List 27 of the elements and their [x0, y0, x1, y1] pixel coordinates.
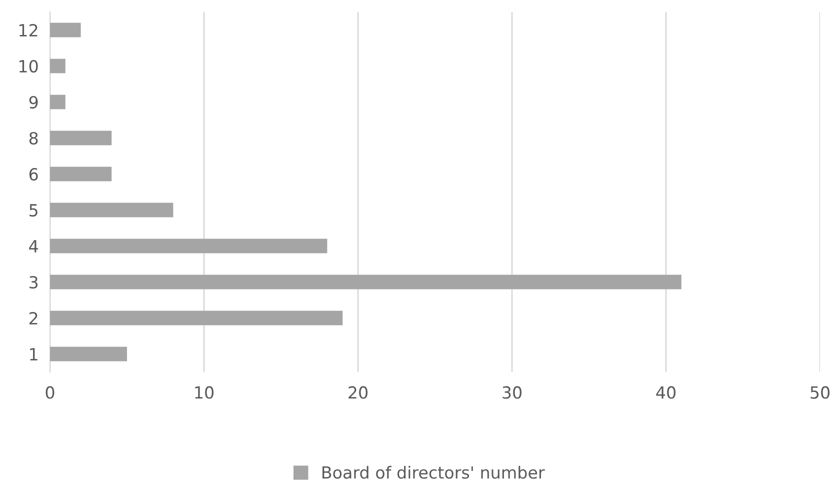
bar [50, 58, 66, 74]
legend-label: Board of directors' number [322, 466, 545, 479]
y-tick-label: 5 [30, 204, 38, 217]
bar [50, 166, 112, 182]
x-tick-label: 20 [348, 386, 368, 399]
x-tick-label: 50 [810, 386, 830, 399]
y-tick-label: 4 [29, 240, 38, 252]
bar [50, 22, 81, 38]
y-tick-label: 12 [20, 24, 38, 36]
y-tick-label: 8 [29, 132, 38, 145]
x-tick-label: 10 [195, 386, 214, 399]
bar [50, 94, 66, 110]
x-tick-label: 40 [656, 386, 676, 399]
bar [50, 238, 328, 254]
y-tick-label: 6 [29, 168, 38, 181]
y-tick-label: 1 [30, 348, 38, 360]
y-tick-label: 2 [30, 312, 38, 324]
bar [50, 130, 112, 146]
y-tick-label: 9 [29, 96, 38, 109]
x-tick-label: 0 [46, 386, 54, 399]
bar [50, 274, 682, 290]
bar [50, 346, 127, 362]
bar [50, 202, 174, 218]
x-tick-label: 30 [502, 386, 522, 399]
bar [50, 310, 343, 326]
y-tick-label: 10 [20, 60, 38, 73]
y-tick-label: 3 [30, 276, 38, 289]
